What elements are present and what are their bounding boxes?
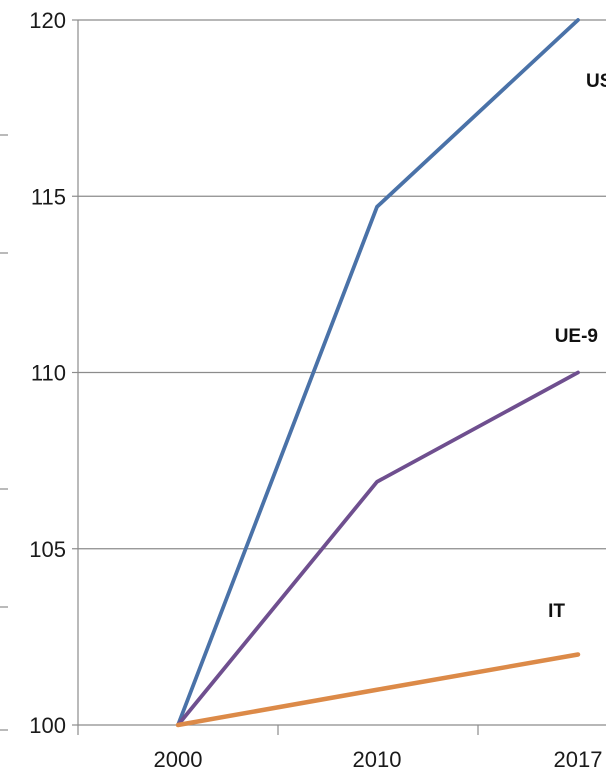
x-tick-label-2010: 2010 [353, 747, 402, 772]
series-label-us: US [586, 71, 606, 92]
y-tick-label-115: 115 [31, 184, 66, 209]
y-tick-label-105: 105 [29, 537, 66, 562]
axes [0, 19, 606, 735]
tick-labels: 100 105 110 115 120 2000 2010 2017 US UE-9 IT [29, 8, 606, 772]
series-label-ue-9: UE-9 [555, 326, 598, 347]
gridlines [78, 19, 606, 550]
series-lines [175, 18, 581, 728]
x-tick-label-2000: 2000 [154, 747, 203, 772]
x-tick-label-2017: 2017 [554, 747, 603, 772]
y-tick-label-120: 120 [29, 8, 66, 33]
y-tick-label-110: 110 [31, 361, 66, 386]
y-tick-label-100: 100 [29, 713, 66, 738]
series-line-ue-9 [176, 370, 580, 727]
series-line-us [176, 18, 580, 727]
series-line-it [175, 652, 581, 728]
series-label-it: IT [548, 601, 565, 622]
